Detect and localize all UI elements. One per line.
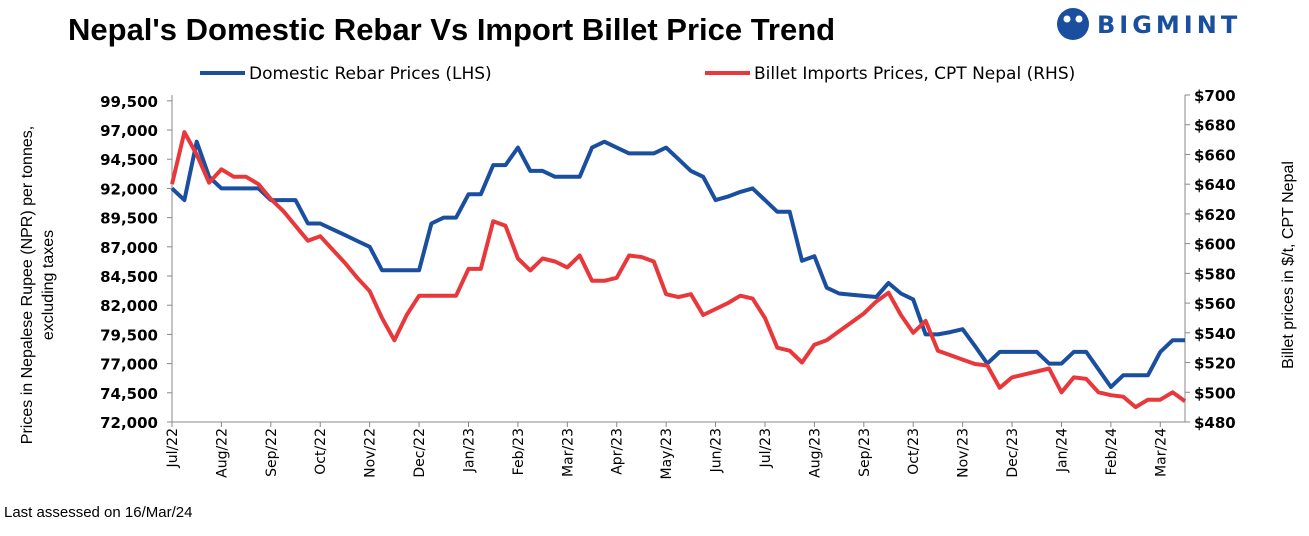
x-tick-label: Jun/23 (709, 428, 725, 473)
y-axis-title-line: Prices in Nepalese Rupee (NPR) per tonne… (19, 126, 36, 444)
x-tick-label: Jan/23 (461, 428, 477, 473)
y-tick-label: 89,500 (100, 210, 158, 228)
y-tick-label: 92,000 (100, 180, 158, 198)
y2-tick-label: $620 (1194, 206, 1236, 224)
y2-tick-label: $660 (1194, 146, 1236, 164)
y-tick-label: 82,000 (100, 297, 158, 315)
y-tick-label: 84,500 (100, 268, 158, 286)
x-tick-label: Aug/23 (807, 428, 823, 478)
chart-title: Nepal's Domestic Rebar Vs Import Billet … (68, 12, 835, 47)
x-tick-label: Oct/23 (906, 428, 922, 475)
y2-tick-label: $680 (1194, 117, 1236, 135)
x-tick-label: Mar/24 (1153, 428, 1169, 477)
y-tick-label: 94,500 (100, 151, 158, 169)
y2-tick-label: $580 (1194, 265, 1236, 283)
x-tick-label: Jan/24 (1054, 428, 1070, 473)
y-tick-label: 79,500 (100, 326, 158, 344)
legend-label: Domestic Rebar Prices (LHS) (249, 64, 492, 84)
x-tick-label: Jul/22 (165, 428, 181, 468)
x-tick-label: Jul/23 (758, 428, 774, 468)
y2-tick-label: $560 (1194, 295, 1236, 313)
y-tick-label: 87,000 (100, 239, 158, 257)
y2-tick-label: $480 (1194, 414, 1236, 432)
x-tick-label: Sep/23 (857, 428, 873, 477)
y2-tick-label: $520 (1194, 355, 1236, 373)
x-tick-label: Nov/22 (363, 428, 379, 478)
series-line (170, 130, 1187, 410)
logo-icon (1057, 8, 1089, 40)
x-tick-label: May/23 (659, 428, 675, 479)
logo-icon (1063, 15, 1071, 23)
y2-axis-title: Billet prices in $/t, CPT Nepal (1280, 161, 1297, 369)
logo-icon (1075, 15, 1083, 23)
y-axis-title-line: excluding taxes (40, 230, 57, 340)
y-tick-label: 74,500 (100, 385, 158, 403)
x-tick-label: Dec/22 (412, 428, 428, 478)
x-tick-label: Feb/23 (511, 428, 527, 475)
footnote: Last assessed on 16/Mar/24 (4, 504, 192, 521)
x-tick-label: Apr/23 (610, 428, 626, 475)
y2-tick-label: $540 (1194, 325, 1236, 343)
y2-tick-label: $600 (1194, 236, 1236, 254)
x-tick-label: Oct/22 (313, 428, 329, 475)
y2-tick-label: $500 (1194, 384, 1236, 402)
y-tick-label: 72,000 (100, 414, 158, 432)
y-tick-label: 77,000 (100, 356, 158, 374)
y-tick-label: 97,000 (100, 122, 158, 140)
y2-tick-label: $700 (1194, 87, 1236, 105)
x-tick-label: Sep/22 (264, 428, 280, 477)
series-line (170, 139, 1185, 389)
x-tick-label: Feb/24 (1104, 428, 1120, 475)
y2-tick-label: $640 (1194, 176, 1236, 194)
y-tick-label: 99,500 (100, 93, 158, 111)
y-axis-title: Prices in Nepalese Rupee (NPR) per tonne… (19, 126, 57, 444)
x-tick-label: Dec/23 (1005, 428, 1021, 478)
x-tick-label: Mar/23 (560, 428, 576, 477)
logo-text: BIGMINT (1097, 11, 1241, 39)
x-tick-label: Aug/22 (214, 428, 230, 478)
logo: BIGMINT (1057, 8, 1241, 40)
legend-label: Billet Imports Prices, CPT Nepal (RHS) (754, 64, 1075, 84)
x-tick-label: Nov/23 (956, 428, 972, 478)
